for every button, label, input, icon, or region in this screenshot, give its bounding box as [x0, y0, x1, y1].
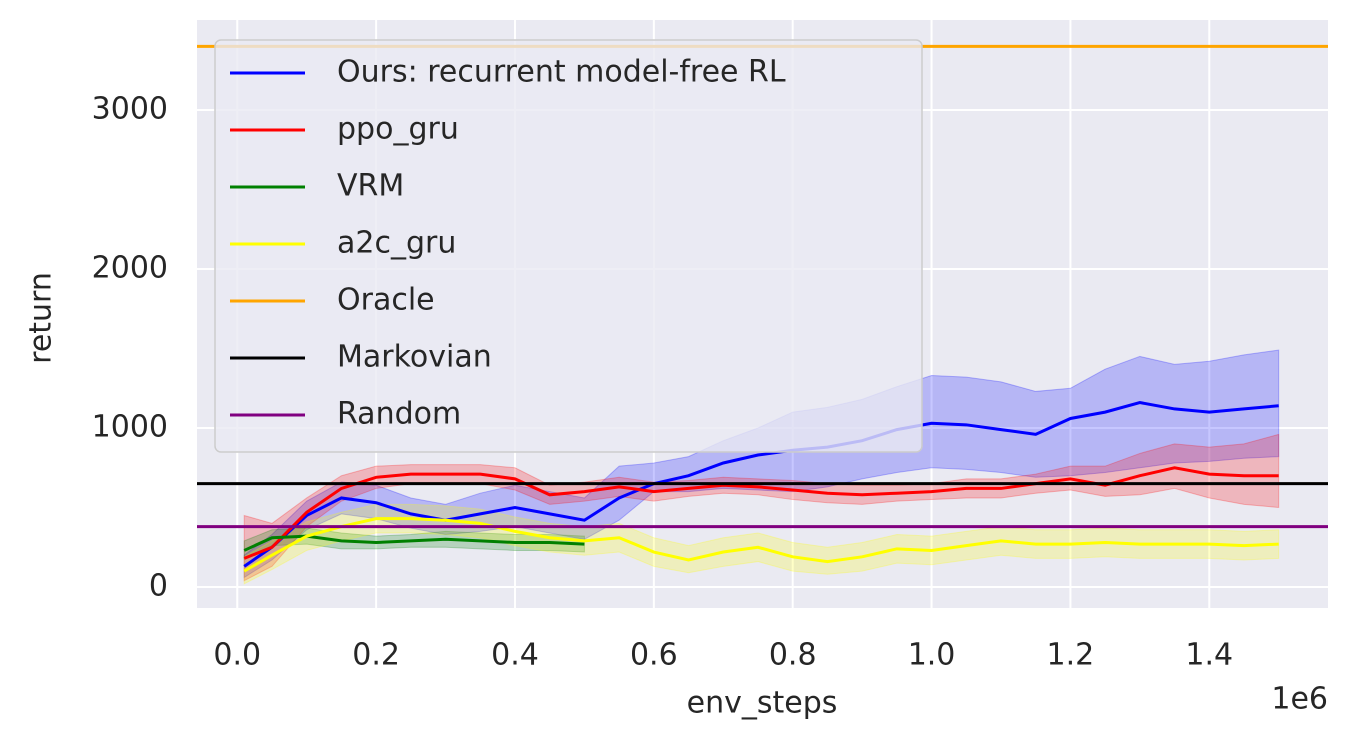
legend-label: Random: [337, 397, 461, 432]
series-line: [243, 401, 1279, 568]
series-line: [243, 517, 1279, 573]
x-tick-label: 1.2: [1047, 638, 1095, 673]
x-tick-label: 0.8: [769, 638, 817, 673]
series-line: [243, 534, 585, 552]
x-tick-label: 0.2: [352, 638, 400, 673]
y-tick-label: 2000: [92, 251, 168, 286]
legend-box: [214, 39, 923, 453]
legend-label: ppo_gru: [337, 112, 459, 147]
legend-label: Oracle: [337, 283, 435, 318]
x-axis-label: env_steps: [687, 686, 838, 721]
y-tick-label: 1000: [92, 410, 168, 445]
error-band: [243, 527, 585, 560]
series-line: [243, 466, 1279, 560]
error-band: [243, 349, 1280, 579]
y-tick-label: 0: [149, 569, 168, 604]
legend-label: VRM: [337, 169, 404, 204]
x-tick-label: 1.0: [908, 638, 956, 673]
y-axis-label: return: [24, 272, 59, 364]
legend-label: Markovian: [337, 340, 492, 375]
error-band: [243, 433, 1280, 582]
legend-label: a2c_gru: [337, 226, 456, 261]
x-tick-label: 0.4: [491, 638, 539, 673]
x-scale-label: 1e6: [1271, 682, 1328, 717]
legend-label: Ours: recurrent model-free RL: [337, 55, 786, 90]
x-tick-label: 0.0: [213, 638, 261, 673]
y-tick-label: 3000: [92, 91, 168, 126]
x-tick-label: 1.4: [1185, 638, 1233, 673]
x-tick-label: 0.6: [630, 638, 678, 673]
